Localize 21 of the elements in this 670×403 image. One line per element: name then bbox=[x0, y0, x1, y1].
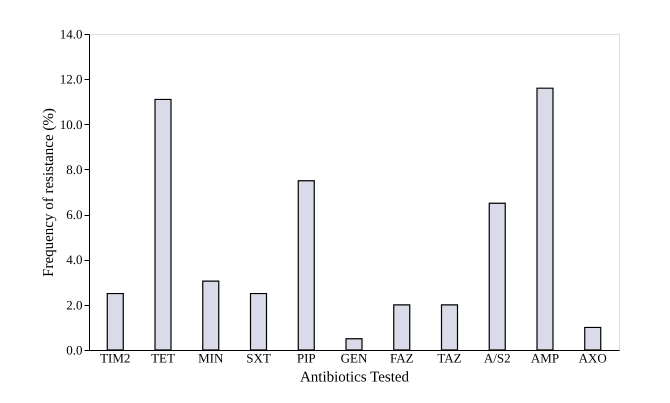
x-tick-label: AMP bbox=[530, 350, 560, 366]
x-tick-label: TAZ bbox=[437, 350, 462, 366]
x-tick-label: SXT bbox=[246, 350, 271, 366]
y-tick-label: 0.0 bbox=[66, 342, 82, 358]
y-tick-label: 10.0 bbox=[60, 116, 82, 132]
x-tick-label: TET bbox=[151, 350, 175, 366]
y-tick-label: 14.0 bbox=[60, 26, 82, 42]
x-tick-label: A/S2 bbox=[484, 350, 511, 366]
x-tick-label: FAZ bbox=[390, 350, 414, 366]
y-tick-label: 2.0 bbox=[66, 297, 82, 312]
x-axis-title: Antibiotics Tested bbox=[300, 370, 410, 386]
x-tick-label: AXO bbox=[578, 350, 607, 366]
y-tick-label: 6.0 bbox=[66, 207, 82, 222]
x-tick-label: MIN bbox=[198, 350, 224, 366]
x-tick-label: GEN bbox=[340, 350, 368, 366]
x-tick-label: TIM2 bbox=[100, 350, 130, 366]
y-axis-title: Frequency of resistance (%) bbox=[40, 108, 57, 277]
y-tick-label: 8.0 bbox=[66, 162, 82, 177]
y-tick-label: 4.0 bbox=[66, 252, 82, 268]
x-tick-label: PIP bbox=[296, 350, 316, 366]
y-tick-label: 12.0 bbox=[60, 72, 82, 87]
